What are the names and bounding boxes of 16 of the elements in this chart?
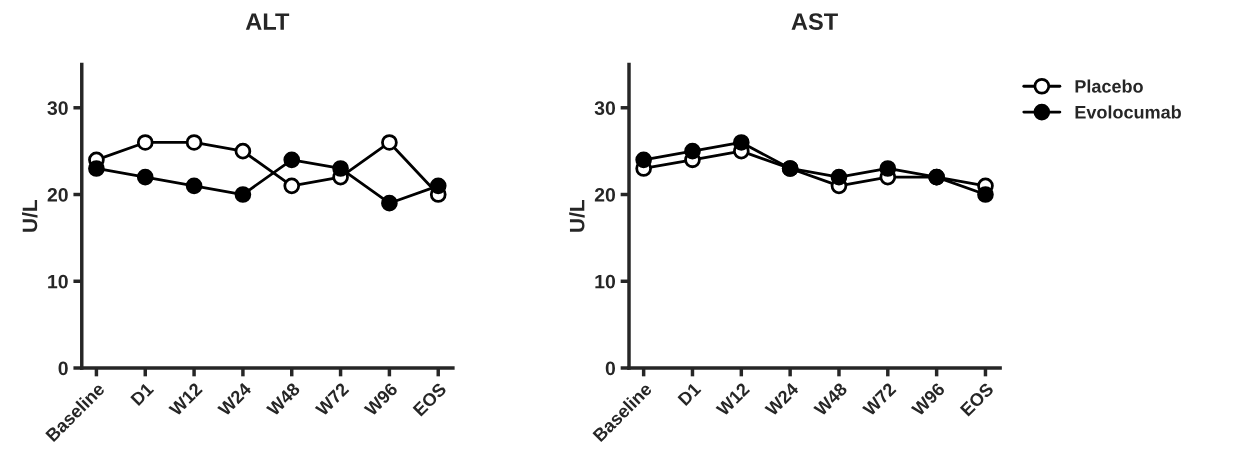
y-axis-title: U/L <box>21 200 38 232</box>
y-tick-label: 0 <box>58 361 68 376</box>
y-tick-label: 20 <box>47 187 68 202</box>
x-tick-label: D1 <box>130 382 155 406</box>
y-tick-label: 30 <box>594 101 616 116</box>
chart-title: ALT <box>245 13 290 30</box>
x-tick-label: D1 <box>677 382 702 406</box>
chart-title: AST <box>791 13 838 30</box>
y-tick-label: 0 <box>605 361 616 376</box>
legend-label: Evolocumab <box>1075 105 1181 119</box>
y-tick-label: 30 <box>47 101 68 116</box>
legend-label: Placebo <box>1075 79 1143 93</box>
y-tick-label: 20 <box>594 187 616 202</box>
y-axis-title: U/L <box>569 200 585 232</box>
y-tick-label: 10 <box>48 274 68 289</box>
y-tick-label: 10 <box>595 274 616 289</box>
